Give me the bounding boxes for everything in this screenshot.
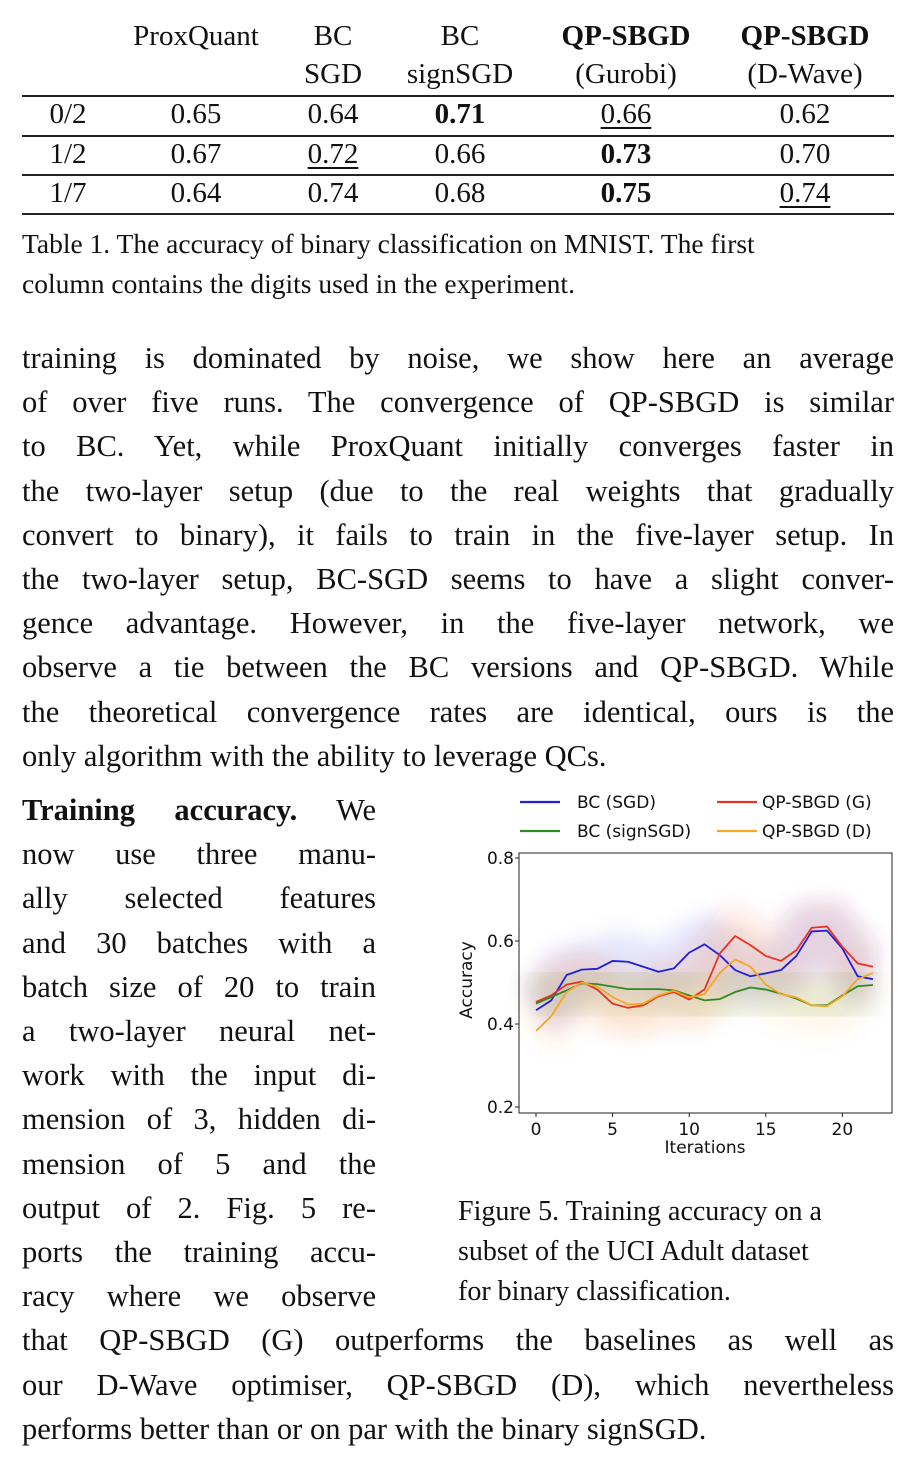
table-caption-line-2: column contains the digits used in the e… bbox=[22, 268, 575, 299]
table-header-4-line2: (Gurobi) bbox=[575, 58, 677, 90]
y-tick-label: 0.2 bbox=[487, 1098, 514, 1118]
text-line: racy where we observe bbox=[22, 1279, 376, 1314]
table-header-1-line1: ProxQuant bbox=[133, 20, 259, 52]
text-line: Training accuracy. We bbox=[22, 795, 376, 826]
table-header-4-line1: QP-SBGD bbox=[561, 20, 691, 52]
figure-caption-line-3: for binary classification. bbox=[458, 1276, 731, 1307]
table-cell: 0.73 bbox=[600, 137, 652, 170]
legend-label-3: QP-SBGD (D) bbox=[762, 822, 872, 842]
text-line: the two-layer setup (due to the real wei… bbox=[22, 473, 894, 508]
training-accuracy-chart: 0 5 10 15 20 0.2 0.4 0.6 0.8 Iterations Accuracy BC… bbox=[457, 793, 893, 1158]
table-header-5-line2: (D-Wave) bbox=[747, 58, 863, 90]
text-line: only algorithm with the ability to lever… bbox=[22, 738, 607, 773]
y-axis-label: Accuracy bbox=[457, 941, 477, 1019]
table-cell: 0.64 bbox=[170, 177, 222, 209]
x-tick-label: 20 bbox=[832, 1120, 854, 1140]
table-rule bbox=[22, 135, 894, 137]
table-cell: 0.75 bbox=[600, 177, 652, 209]
table-rule bbox=[22, 213, 894, 215]
table-caption-line-1: Table 1. The accuracy of binary classifi… bbox=[22, 228, 755, 259]
text-line: output of 2. Fig. 5 re- bbox=[22, 1190, 376, 1225]
figure-caption-line-2: subset of the UCI Adult dataset bbox=[458, 1236, 809, 1267]
text-line: batch size of 20 to train bbox=[22, 969, 376, 1004]
legend-label-2: BC (signSGD) bbox=[577, 822, 691, 842]
text-line: ally selected features bbox=[22, 881, 376, 916]
table-header-3-line2: signSGD bbox=[406, 58, 514, 90]
series-line-3 bbox=[535, 958, 874, 1032]
text-line: of over five runs. The convergence of QP… bbox=[22, 385, 894, 420]
table-cell: 0.66 bbox=[434, 137, 486, 170]
paragraph-heading: Training accuracy. bbox=[22, 793, 298, 827]
text-line: mension of 3, hidden di- bbox=[22, 1102, 376, 1137]
series-line-1 bbox=[535, 925, 874, 1009]
table-cell: 0.66 bbox=[600, 98, 652, 130]
y-tick-label: 0.8 bbox=[487, 849, 514, 869]
text-line: the theoretical convergence rates are id… bbox=[22, 694, 894, 729]
x-axis-label: Iterations bbox=[665, 1138, 746, 1158]
legend-label-1: QP-SBGD (G) bbox=[762, 793, 872, 813]
text-line: our D-Wave optimiser, QP-SBGD (D), which… bbox=[22, 1367, 894, 1402]
text-line: the two-layer setup, BC-SGD seems to hav… bbox=[22, 562, 894, 596]
table-cell: 0.67 bbox=[170, 137, 222, 170]
text-line: ports the training accu- bbox=[22, 1235, 376, 1269]
x-tick-label: 10 bbox=[678, 1120, 700, 1140]
x-tick-label: 5 bbox=[607, 1120, 618, 1140]
table-rule bbox=[22, 95, 894, 97]
table-cell: 0.68 bbox=[434, 177, 486, 209]
text-line: and 30 batches with a bbox=[22, 925, 376, 960]
y-tick-label: 0.4 bbox=[487, 1015, 514, 1035]
table-header-5-line1: QP-SBGD bbox=[740, 20, 870, 52]
text-line: now use three manu- bbox=[22, 837, 376, 872]
text-line: training is dominated by noise, we show … bbox=[22, 341, 894, 375]
table-rule bbox=[22, 174, 894, 176]
text-line: gence advantage. However, in the five-la… bbox=[22, 606, 894, 641]
table-cell: 0.70 bbox=[779, 137, 831, 170]
text-line: performs better than or on par with the … bbox=[22, 1411, 707, 1446]
text-line: work with the input di- bbox=[22, 1058, 376, 1093]
plot-frame bbox=[518, 852, 893, 1114]
series-line-0 bbox=[535, 929, 874, 1012]
table-cell: 0.71 bbox=[434, 98, 486, 130]
table-header-3-line1: BC bbox=[440, 20, 480, 52]
text-line: a two-layer neural net- bbox=[22, 1014, 376, 1048]
text-line: that QP-SBGD (G) outperforms the baselin… bbox=[22, 1323, 894, 1358]
table-cell: 0.74 bbox=[779, 177, 831, 209]
table-header-2-line2: SGD bbox=[303, 58, 363, 90]
text-line: to BC. Yet, while ProxQuant initially co… bbox=[22, 429, 894, 464]
x-tick-label: 15 bbox=[755, 1120, 777, 1140]
text-line: mension of 5 and the bbox=[22, 1146, 376, 1181]
text-line: observe a tie between the BC versions an… bbox=[22, 650, 894, 685]
table-header-2-line1: BC bbox=[313, 20, 353, 52]
table-cell: 0.62 bbox=[779, 98, 831, 130]
y-tick-label: 0.6 bbox=[487, 932, 514, 952]
table-row-label: 1/7 bbox=[49, 177, 87, 209]
legend-label-0: BC (SGD) bbox=[577, 793, 656, 813]
table-cell: 0.74 bbox=[307, 177, 359, 209]
text-line: convert to binary), it fails to train in… bbox=[22, 517, 894, 552]
table-cell: 0.64 bbox=[307, 98, 359, 130]
table-cell: 0.72 bbox=[307, 137, 359, 170]
figure-caption-line-1: Figure 5. Training accuracy on a bbox=[458, 1196, 822, 1227]
table-row-label: 0/2 bbox=[49, 98, 87, 130]
x-tick-label: 0 bbox=[531, 1120, 542, 1140]
text-fragment: We bbox=[336, 793, 377, 827]
table-cell: 0.65 bbox=[170, 98, 222, 130]
table-row-label: 1/2 bbox=[49, 137, 87, 170]
